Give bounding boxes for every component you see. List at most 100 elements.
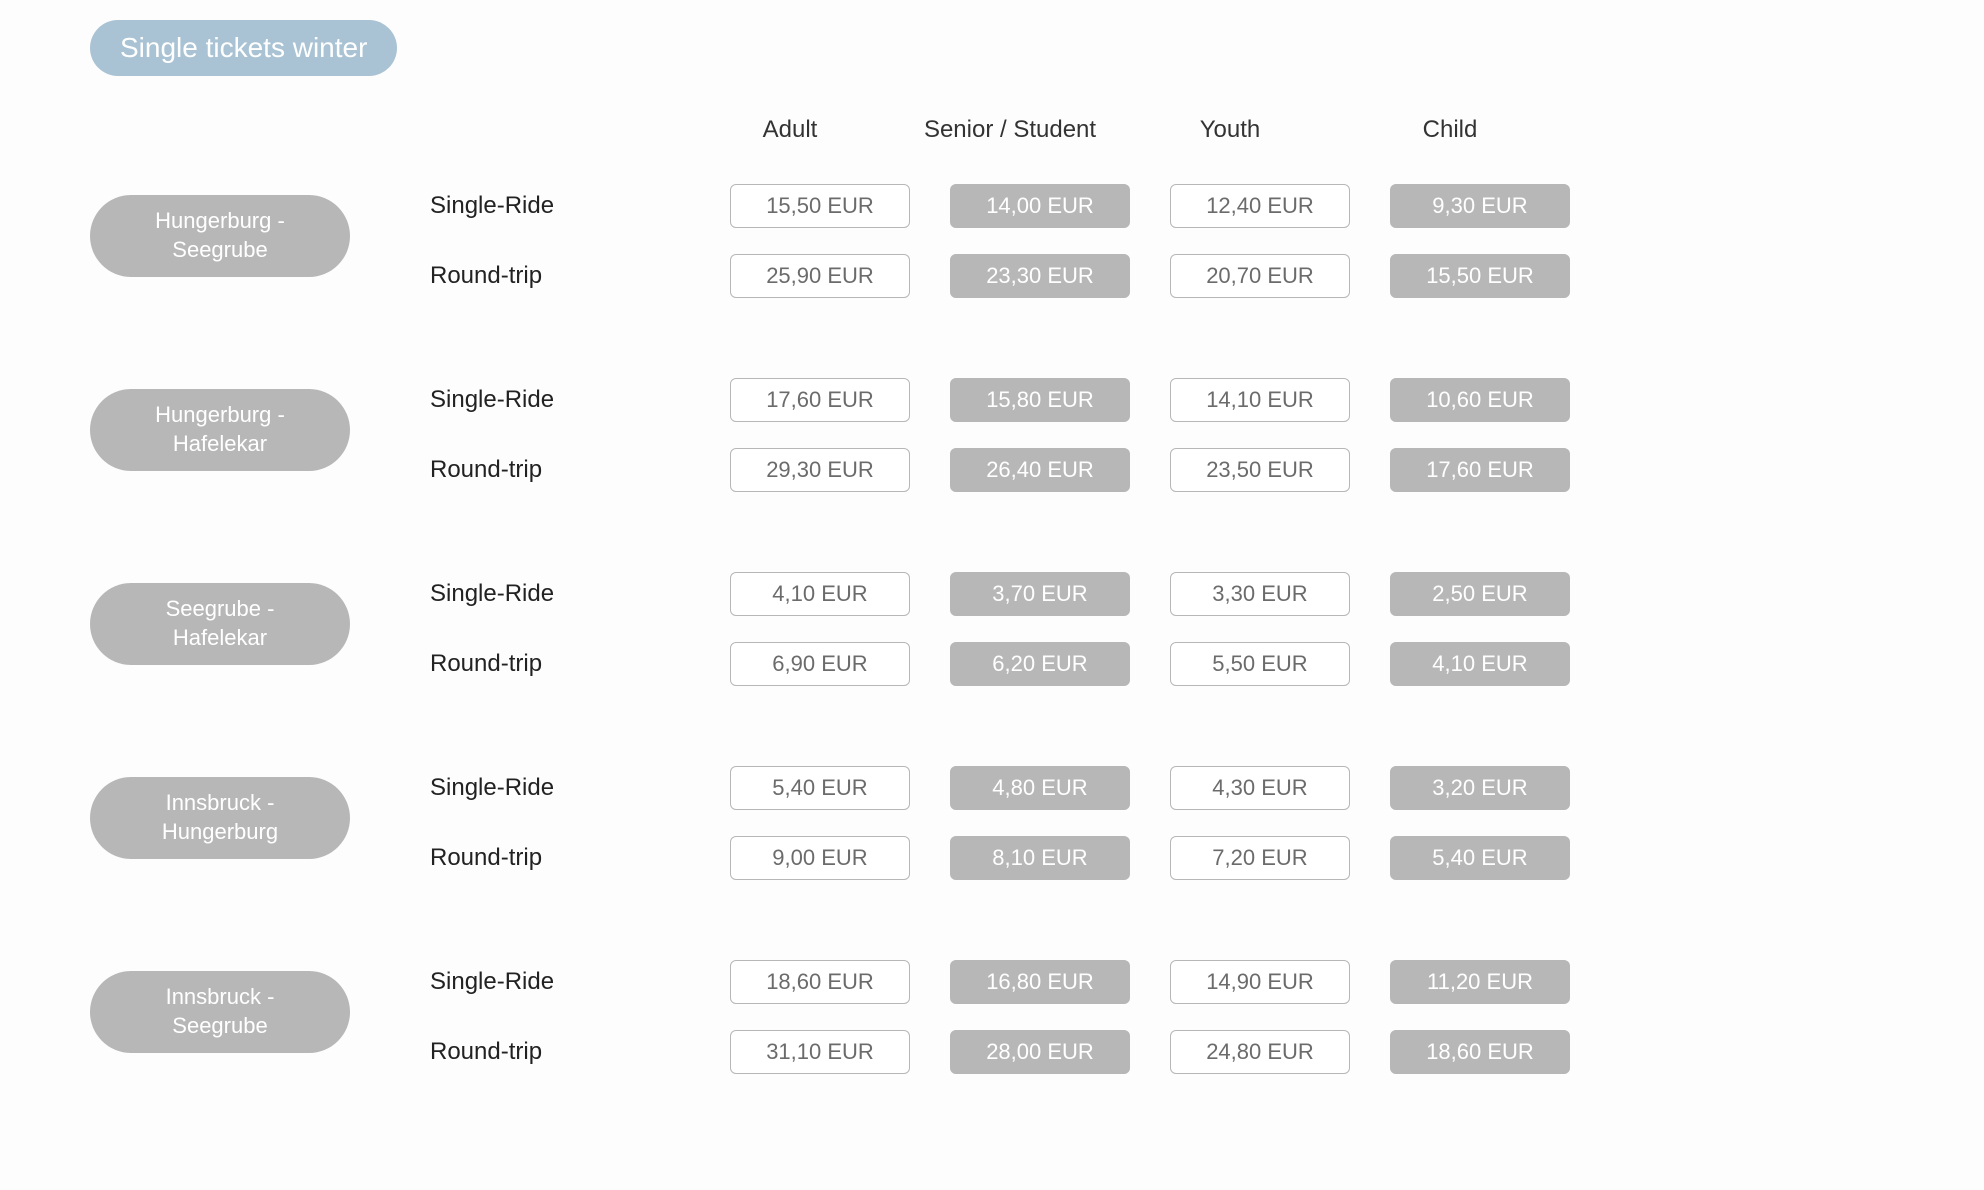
price-box: 17,60 EUR <box>1390 448 1570 492</box>
price-cell: 11,20 EUR <box>1370 960 1590 1004</box>
route-block: Hungerburg -Hafelekar Single-Ride 17,60 EU… <box>60 368 1924 492</box>
price-cell: 14,90 EUR <box>1150 960 1370 1004</box>
ride-row: Round-trip 31,10 EUR 28,00 EUR 24,80 EUR 18,… <box>430 1030 1590 1074</box>
price-cell: 10,60 EUR <box>1370 378 1590 422</box>
ride-type-label: Round-trip <box>430 456 710 484</box>
price-cell: 3,30 EUR <box>1150 572 1370 616</box>
price-box: 5,40 EUR <box>1390 836 1570 880</box>
price-box: 18,60 EUR <box>730 960 910 1004</box>
price-box: 7,20 EUR <box>1170 836 1350 880</box>
price-cell: 29,30 EUR <box>710 448 930 492</box>
route-pill-line: Hungerburg <box>162 818 278 847</box>
ride-rows: Single-Ride18,60 EUR16,80 EUR14,90 EUR11… <box>430 950 1590 1074</box>
price-box: 12,40 EUR <box>1170 184 1350 228</box>
pricing-page: Single tickets winter Adult Senior / Stu… <box>0 0 1984 1184</box>
price-box: 26,40 EUR <box>950 448 1130 492</box>
route-block: Hungerburg -SeegrubeSingle-Ride15,50 EUR… <box>60 174 1924 298</box>
price-cell: 26,40 EUR <box>930 448 1150 492</box>
price-cell: 28,00 EUR <box>930 1030 1150 1074</box>
route-pill: Innsbruck -Hungerburg <box>90 777 350 858</box>
ride-type-label: Single-Ride <box>430 774 710 802</box>
route-pill: Hungerburg -Seegrube <box>90 195 350 276</box>
ride-rows: Single-Ride15,50 EUR14,00 EUR12,40 EUR9,… <box>430 174 1590 298</box>
price-box: 24,80 EUR <box>1170 1030 1350 1074</box>
price-cell: 24,80 EUR <box>1150 1030 1370 1074</box>
price-box: 14,90 EUR <box>1170 960 1350 1004</box>
route-block: Seegrube -HafelekarSingle-Ride4,10 EUR3,… <box>60 562 1924 686</box>
ride-row: Single-Ride15,50 EUR 14,00 EUR 12,40 EUR 9,… <box>430 184 1590 228</box>
price-box: 29,30 EUR <box>730 448 910 492</box>
ride-row: Single-Ride 17,60 EUR 15,80 EUR 14,10 EUR 10… <box>430 378 1590 422</box>
route-pill-line: Seegrube <box>172 236 267 265</box>
price-cell: 3,20 EUR <box>1370 766 1590 810</box>
ride-row: Single-Ride18,60 EUR16,80 EUR14,90 EUR11… <box>430 960 1590 1004</box>
route-pill-line: Innsbruck - <box>166 983 275 1012</box>
col-header-child: Child <box>1340 116 1560 144</box>
ride-type-label: Single-Ride <box>430 968 710 996</box>
price-box: 3,30 EUR <box>1170 572 1350 616</box>
route-block: Innsbruck -Hungerburg Single-Ride 5,40 EUR… <box>60 756 1924 880</box>
price-box: 14,00 EUR <box>950 184 1130 228</box>
price-box: 9,00 EUR <box>730 836 910 880</box>
price-box: 11,20 EUR <box>1390 960 1570 1004</box>
ride-rows: Single-Ride 5,40 EUR 4,80 EUR 4,30 EUR 3,20 … <box>430 756 1590 880</box>
price-cell: 14,00 EUR <box>930 184 1150 228</box>
price-box: 20,70 EUR <box>1170 254 1350 298</box>
price-box: 5,40 EUR <box>730 766 910 810</box>
ride-row: Round-trip6,90 EUR6,20 EUR5,50 EUR4,10 E… <box>430 642 1590 686</box>
price-cell: 6,20 EUR <box>930 642 1150 686</box>
price-cell: 8,10 EUR <box>930 836 1150 880</box>
price-cell: 20,70 EUR <box>1150 254 1370 298</box>
route-pill-line: Hafelekar <box>173 624 267 653</box>
price-cell: 31,10 EUR <box>710 1030 930 1074</box>
price-box: 23,50 EUR <box>1170 448 1350 492</box>
price-cell: 25,90 EUR <box>710 254 930 298</box>
ride-type-label: Single-Ride <box>430 580 710 608</box>
page-title-pill: Single tickets winter <box>90 20 397 76</box>
ride-type-label: Single-Ride <box>430 386 710 414</box>
route-pill: Innsbruck -Seegrube <box>90 971 350 1052</box>
price-cell: 23,50 EUR <box>1150 448 1370 492</box>
price-box: 15,80 EUR <box>950 378 1130 422</box>
route-block: Innsbruck -Seegrube Single-Ride 18,60 EUR 1… <box>60 950 1924 1074</box>
price-cell: 15,80 EUR <box>930 378 1150 422</box>
price-cell: 3,70 EUR <box>930 572 1150 616</box>
price-cell: 14,10 EUR <box>1150 378 1370 422</box>
price-box: 31,10 EUR <box>730 1030 910 1074</box>
route-pill: Hungerburg -Hafelekar <box>90 389 350 470</box>
price-cell: 15,50 EUR <box>1370 254 1590 298</box>
route-pill-line: Innsbruck - <box>166 789 275 818</box>
price-box: 3,70 EUR <box>950 572 1130 616</box>
ride-row: Round-trip 29,30 EUR 26,40 EUR 23,50 EUR 17,… <box>430 448 1590 492</box>
price-cell: 18,60 EUR <box>710 960 930 1004</box>
price-box: 4,10 EUR <box>1390 642 1570 686</box>
price-box: 5,50 EUR <box>1170 642 1350 686</box>
price-box: 23,30 EUR <box>950 254 1130 298</box>
price-cell: 15,50 EUR <box>710 184 930 228</box>
price-cell: 9,30 EUR <box>1370 184 1590 228</box>
price-cell: 5,40 EUR <box>710 766 930 810</box>
ride-type-label: Single-Ride <box>430 192 710 220</box>
price-cell: 4,80 EUR <box>930 766 1150 810</box>
price-cell: 4,10 EUR <box>710 572 930 616</box>
price-box: 25,90 EUR <box>730 254 910 298</box>
price-cell: 7,20 EUR <box>1150 836 1370 880</box>
price-box: 4,10 EUR <box>730 572 910 616</box>
price-box: 4,80 EUR <box>950 766 1130 810</box>
price-box: 10,60 EUR <box>1390 378 1570 422</box>
col-header-senior-student: Senior / Student <box>900 116 1120 144</box>
price-cell: 9,00 EUR <box>710 836 930 880</box>
price-cell: 4,30 EUR <box>1150 766 1370 810</box>
price-box: 6,90 EUR <box>730 642 910 686</box>
ride-row: Single-Ride 4,10 EUR 3,70 EUR 3,30 EUR 2,50 … <box>430 572 1590 616</box>
col-header-adult: Adult <box>680 116 900 144</box>
price-box: 3,20 EUR <box>1390 766 1570 810</box>
price-box: 14,10 EUR <box>1170 378 1350 422</box>
ride-type-label: Round-trip <box>430 1038 710 1066</box>
route-pill-line: Seegrube <box>172 1012 267 1041</box>
price-box: 17,60 EUR <box>730 378 910 422</box>
ride-row: Round-trip9,00 EUR8,10 EUR7,20 EUR5,40 E… <box>430 836 1590 880</box>
column-header-row: Adult Senior / Student Youth Child <box>60 116 1924 144</box>
price-cell: 2,50 EUR <box>1370 572 1590 616</box>
price-cell: 18,60 EUR <box>1370 1030 1590 1074</box>
